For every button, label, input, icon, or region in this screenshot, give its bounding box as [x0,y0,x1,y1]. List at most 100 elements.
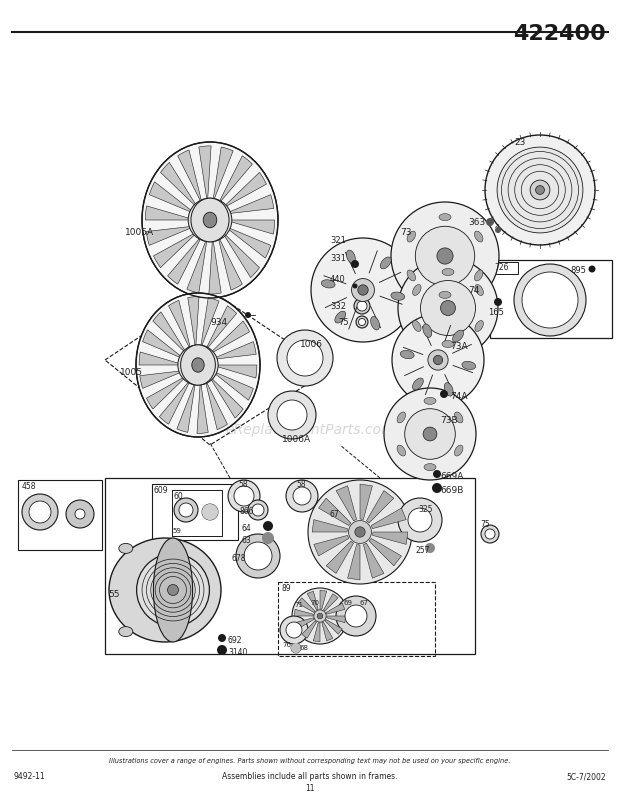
Polygon shape [324,593,339,611]
Text: 3140: 3140 [228,648,247,657]
Text: 76: 76 [282,642,291,648]
Text: 58: 58 [296,480,306,489]
Circle shape [248,500,268,520]
Ellipse shape [475,321,484,331]
Text: 68: 68 [300,645,309,651]
Polygon shape [371,508,406,529]
Circle shape [398,498,442,542]
Circle shape [292,588,348,644]
Ellipse shape [335,311,346,323]
Circle shape [178,345,218,385]
Polygon shape [146,375,188,409]
Circle shape [485,529,495,539]
Circle shape [392,314,484,406]
Text: 75: 75 [480,520,490,529]
Ellipse shape [397,445,405,456]
Ellipse shape [142,142,278,298]
Circle shape [286,622,302,638]
Text: 75: 75 [338,318,348,327]
Polygon shape [302,621,316,638]
Text: 1005A: 1005A [125,228,154,237]
Text: 165: 165 [488,308,504,317]
Circle shape [428,350,448,370]
Polygon shape [369,538,401,566]
Circle shape [317,614,323,619]
Text: 609: 609 [154,486,169,495]
Polygon shape [319,498,351,525]
Ellipse shape [442,341,454,347]
Text: 669B: 669B [440,486,463,495]
Circle shape [432,483,442,493]
Text: 71: 71 [294,602,303,608]
Circle shape [287,340,323,376]
Polygon shape [197,381,208,433]
Text: 73A: 73A [450,342,467,351]
Polygon shape [211,371,254,400]
Bar [278,582,435,656]
Polygon shape [294,610,313,616]
Polygon shape [169,300,191,351]
Circle shape [217,645,227,655]
Ellipse shape [321,280,335,288]
Circle shape [280,616,308,644]
Text: 63: 63 [242,536,252,545]
Polygon shape [336,486,356,520]
Bar [492,262,518,274]
Text: 59: 59 [172,528,181,534]
Polygon shape [211,365,257,378]
Circle shape [293,487,311,505]
Text: 73B: 73B [440,416,458,425]
Ellipse shape [407,231,415,242]
Polygon shape [187,237,208,293]
Text: 74: 74 [468,286,479,295]
Circle shape [356,316,368,328]
Text: 934: 934 [210,318,227,327]
Text: 11: 11 [305,784,315,793]
Ellipse shape [454,412,463,423]
Text: 678: 678 [232,554,247,563]
Circle shape [514,264,586,336]
Ellipse shape [109,538,221,642]
Text: Illustrations cover a range of engines. Parts shown without corresponding text m: Illustrations cover a range of engines. … [109,758,511,764]
Text: 67: 67 [330,510,340,519]
Circle shape [408,508,432,532]
Circle shape [530,180,550,200]
Text: 23: 23 [514,138,525,147]
Text: 1005: 1005 [120,368,143,377]
Ellipse shape [412,285,421,295]
Polygon shape [159,379,191,424]
Text: 60: 60 [174,492,184,501]
Polygon shape [199,146,211,203]
Circle shape [277,400,307,430]
Circle shape [405,409,455,460]
Ellipse shape [391,292,405,300]
Circle shape [351,260,359,268]
Polygon shape [140,371,185,388]
Text: 726: 726 [494,263,508,272]
Polygon shape [221,172,267,209]
Ellipse shape [371,317,379,330]
Polygon shape [213,147,233,203]
Polygon shape [218,156,252,205]
Circle shape [345,605,367,627]
Circle shape [440,390,448,398]
Ellipse shape [401,350,414,358]
Circle shape [358,318,366,326]
Polygon shape [177,381,196,432]
Polygon shape [295,618,314,629]
Circle shape [398,258,498,358]
Polygon shape [218,235,242,290]
Circle shape [433,470,441,478]
Text: 458: 458 [22,482,37,491]
Text: 422400: 422400 [513,24,606,44]
Circle shape [66,500,94,528]
Ellipse shape [474,270,483,281]
Circle shape [228,480,260,512]
Polygon shape [225,220,275,234]
Polygon shape [205,306,237,351]
Ellipse shape [380,257,391,269]
Circle shape [314,610,326,622]
Polygon shape [325,619,342,634]
Text: 1006A: 1006A [282,435,311,444]
Ellipse shape [442,269,454,276]
